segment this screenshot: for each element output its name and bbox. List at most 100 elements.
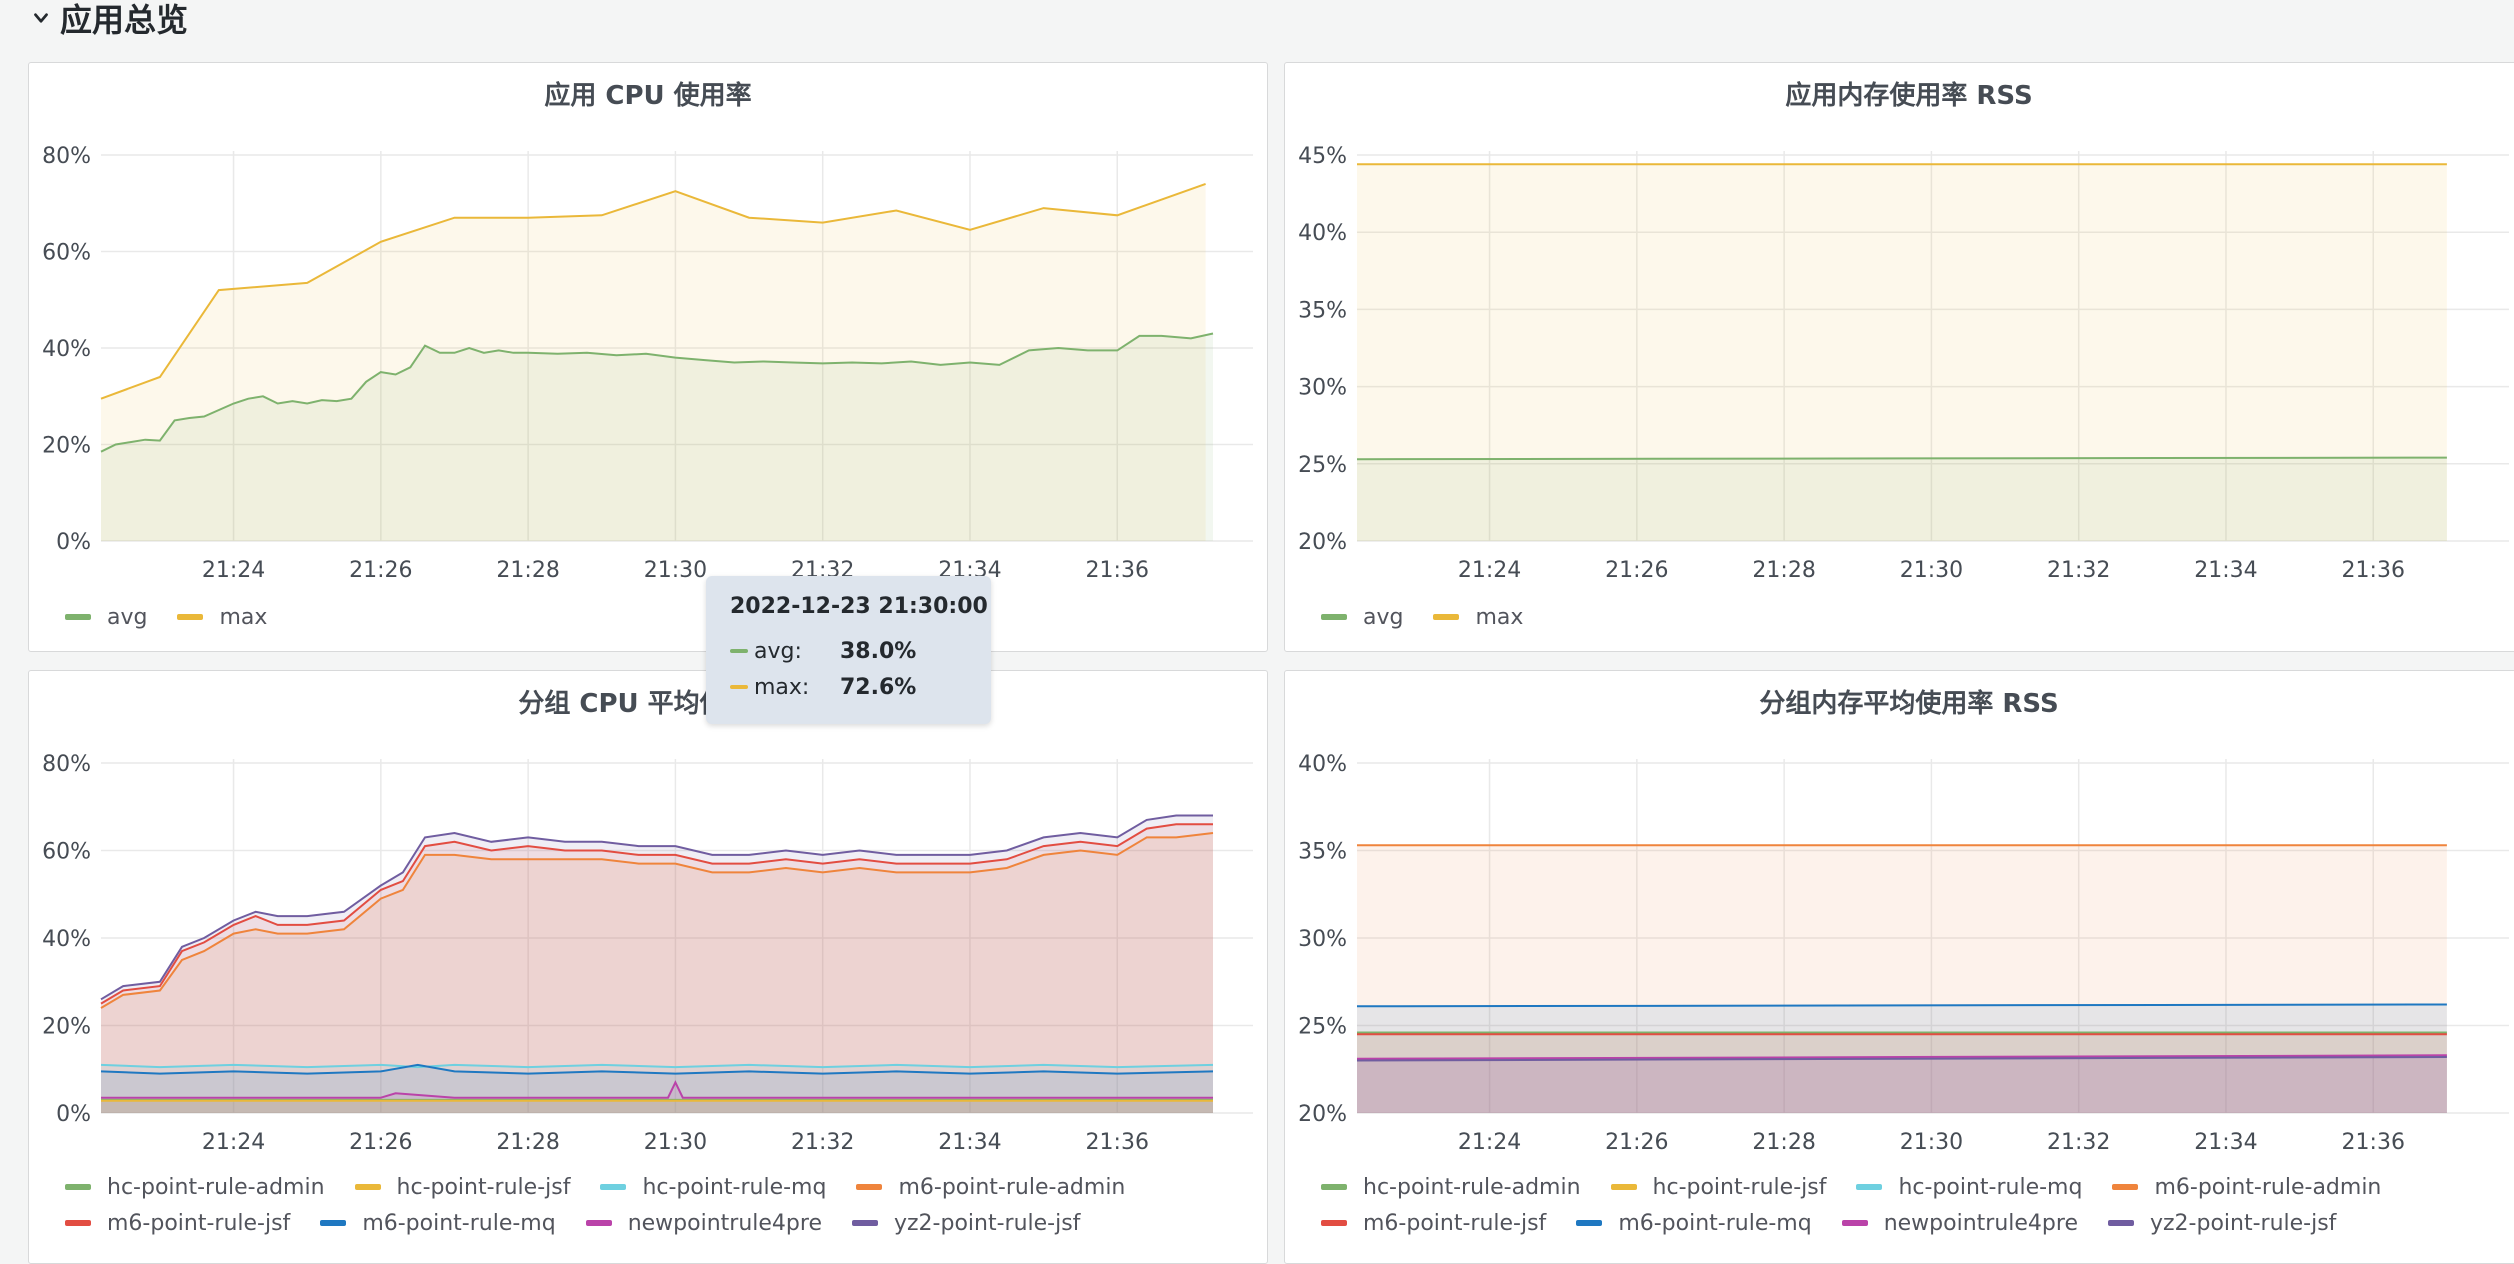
series-line-m6-point-rule-jsf [100,823,1213,1005]
legend-item-avg[interactable]: avg [65,601,147,633]
hover-tooltip: 2022-12-23 21:30:00 avg: 38.0% max: 72.6… [706,576,991,724]
series-area-hc-point-rule-admin [1357,1032,2447,1113]
panel-title[interactable]: 应用内存使用率 RSS [1785,81,2033,111]
legend-item-m6-point-rule-mq[interactable]: m6-point-rule-mq [1576,1207,1812,1239]
legend-item-hc-point-rule-jsf[interactable]: hc-point-rule-jsf [1610,1171,1827,1203]
panel-group-memory-avg-rss[interactable]: 分组内存平均使用率 RSS 20% 25% 30% 35% 40% 21:24 21:26 2… [1284,670,2514,1264]
tooltip-series-value: 38.0% [840,638,917,664]
panel-app-memory-rss[interactable]: 应用内存使用率 RSS 20% 25% 30% 35% 40% 45% 21:24 21:26… [1284,62,2514,652]
legend-swatch [1841,1220,1868,1226]
legend-item-hc-point-rule-jsf[interactable]: hc-point-rule-jsf [354,1171,571,1203]
x-tick-label: 21:28 [496,1130,559,1155]
y-tick-label: 0% [56,1102,91,1127]
chart-group-cpu-avg-usage[interactable]: 0% 20% 40% 60% 80% 21:24 21:26 21:28 21:30 21:32 2… [29,671,1268,1171]
series-area-m6-point-rule-admin [101,833,1213,1113]
tooltip-time: 2022-12-23 21:30:00 [730,594,988,619]
tooltip-row-max: max: 72.6% [730,669,991,705]
legend-label: newpointrule4pre [627,1210,822,1236]
legend-label: hc-point-rule-jsf [396,1174,571,1200]
x-tick-label: 21:30 [1900,1130,1963,1155]
x-tick-label: 21:34 [2194,558,2257,583]
series-line-hc-point-rule-mq [100,1063,1214,1069]
series-area-max [1357,164,2447,542]
chart-group-memory-avg-rss[interactable]: 20% 25% 30% 35% 40% 21:24 21:26 21:28 21:30 21:32… [1285,671,2514,1171]
legend-item-yz2-point-rule-jsf[interactable]: yz2-point-rule-jsf [851,1207,1081,1239]
panel-title[interactable]: 应用 CPU 使用率 [544,81,752,111]
panel-group-cpu-avg-usage[interactable]: 分组 CPU 平均使用率 0% 20% 40% 60% 80% 21:24 21:26 21:… [28,670,1268,1264]
chevron-down-icon[interactable] [30,7,52,29]
y-tick-label: 30% [1298,376,1347,401]
legend-item-m6-point-rule-jsf[interactable]: m6-point-rule-jsf [1321,1207,1546,1239]
series-line-yz2-point-rule-jsf [100,814,1213,1001]
legend-item-hc-point-rule-admin[interactable]: hc-point-rule-admin [1321,1171,1581,1203]
legend-label: hc-point-rule-jsf [1652,1174,1827,1200]
y-tick-label: 45% [1298,144,1347,169]
legend-item-hc-point-rule-admin[interactable]: hc-point-rule-admin [65,1171,325,1203]
row-header-app-overview[interactable]: 应用总览 [30,0,188,39]
x-tick-label: 21:36 [1086,558,1149,583]
series-area-yz2-point-rule-jsf [1357,1057,2447,1113]
panel-title[interactable]: 分组内存平均使用率 RSS [1759,689,2059,719]
legend-item-newpointrule4pre[interactable]: newpointrule4pre [585,1207,822,1239]
y-tick-label: 20% [1298,1102,1347,1127]
series-line-newpointrule4pre [1356,1054,2447,1060]
legend-item-m6-point-rule-mq[interactable]: m6-point-rule-mq [320,1207,556,1239]
legend-label: m6-point-rule-mq [1618,1210,1812,1236]
tooltip-swatch [730,649,748,653]
legend-swatch [177,614,204,620]
series-area-m6-point-rule-jsf [1357,1034,2447,1113]
y-tick-label: 30% [1298,927,1347,952]
x-tick-label: 21:32 [2047,558,2110,583]
y-tick-label: 40% [1298,221,1347,246]
legend-item-max[interactable]: max [1433,601,1523,633]
chart-app-cpu-usage[interactable]: 0%20%40%60%80%21:24 21:26 21:28 21:30 21:32 2… [29,63,1268,623]
legend-label: m6-point-rule-jsf [107,1210,291,1236]
legend-swatch [600,1184,627,1190]
legend-label: avg [1363,604,1404,630]
legend-swatch [1321,1184,1347,1190]
legend-label: yz2-point-rule-jsf [2149,1210,2337,1236]
tooltip-series-name: avg: [754,638,802,664]
chart-legend: hc-point-rule-admin hc-point-rule-jsf hc-p… [65,1171,1257,1239]
series-line-m6-point-rule-mq [100,1063,1214,1075]
legend-item-max[interactable]: max [177,601,267,633]
legend-label: yz2-point-rule-jsf [893,1210,1081,1236]
legend-swatch [2112,1184,2139,1190]
x-tick-label: 21:28 [1752,1130,1815,1155]
legend-label: newpointrule4pre [1883,1210,2078,1236]
legend-swatch [65,1184,91,1190]
legend-item-m6-point-rule-admin[interactable]: m6-point-rule-admin [856,1171,1125,1203]
x-tick-label: 21:24 [1458,558,1521,583]
legend-item-hc-point-rule-mq[interactable]: hc-point-rule-mq [600,1171,826,1203]
panel-app-cpu-usage[interactable]: 应用 CPU 使用率 0% 20% 40% 60% 80% 21:24 21:26 21:28… [28,62,1268,652]
x-tick-label: 21:26 [349,558,412,583]
series-line-m6-point-rule-admin [100,832,1214,1009]
legend-label: hc-point-rule-mq [1898,1174,2083,1200]
legend-item-m6-point-rule-jsf[interactable]: m6-point-rule-jsf [65,1207,290,1239]
x-tick-label: 21:26 [1605,1130,1668,1155]
legend-label: m6-point-rule-admin [898,1174,1126,1200]
chart-app-memory-rss[interactable]: 20% 25% 30% 35% 40% 45% 21:24 21:26 21:28 21:30 21… [1285,63,2514,623]
legend-swatch [354,1184,381,1190]
legend-item-m6-point-rule-admin[interactable]: m6-point-rule-admin [2112,1171,2381,1203]
series-area-newpointrule4pre [1357,1055,2447,1113]
legend-swatch [585,1220,612,1226]
legend-label: hc-point-rule-mq [642,1174,827,1200]
legend-swatch [65,614,91,620]
tooltip-series-name: max: [754,674,810,700]
y-tick-label: 25% [1298,1015,1347,1040]
series-line-newpointrule4pre [101,1080,1213,1099]
tooltip-swatch [730,685,748,689]
series-area-max [101,183,1206,541]
legend-item-avg[interactable]: avg [1321,601,1403,633]
legend-swatch [2107,1220,2134,1226]
y-tick-label: 35% [1298,298,1347,323]
legend-item-yz2-point-rule-jsf[interactable]: yz2-point-rule-jsf [2107,1207,2337,1239]
y-tick-label: 0% [56,530,91,555]
y-tick-label: 40% [42,337,91,362]
x-tick-label: 21:30 [644,1130,707,1155]
legend-item-hc-point-rule-mq[interactable]: hc-point-rule-mq [1856,1171,2082,1203]
y-tick-label: 80% [42,752,91,777]
legend-swatch [1433,614,1460,620]
legend-item-newpointrule4pre[interactable]: newpointrule4pre [1841,1207,2078,1239]
